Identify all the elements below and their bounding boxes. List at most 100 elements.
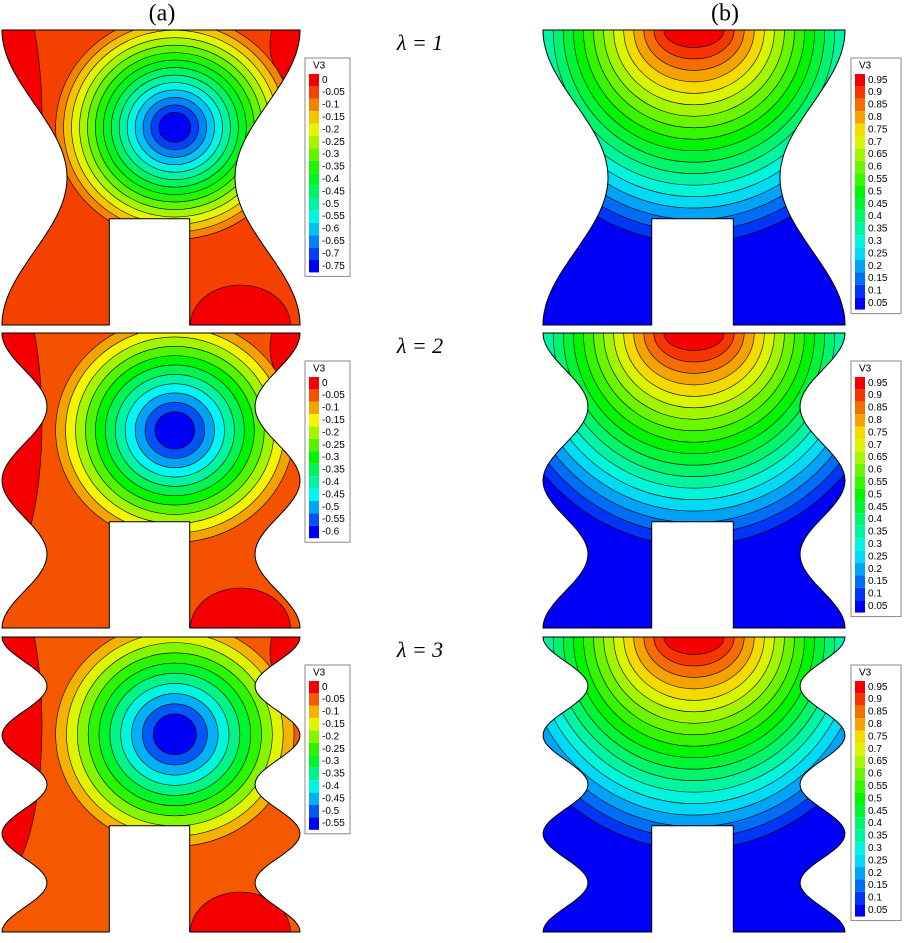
legend-label: -0.65 xyxy=(322,236,345,247)
contour-band xyxy=(663,637,725,655)
legend-swatch xyxy=(309,501,319,514)
legend-label: -0.2 xyxy=(322,731,340,742)
legend-label: -0.4 xyxy=(322,477,340,488)
legend-label: 0.6 xyxy=(868,162,882,173)
legend-swatch xyxy=(309,488,319,501)
legend-swatch xyxy=(309,439,319,452)
legend-swatch xyxy=(309,426,319,439)
legend-label: 0.65 xyxy=(868,149,888,160)
legend-label: 0.15 xyxy=(868,880,888,891)
legend-swatch xyxy=(309,693,319,706)
row-label: λ = 1 xyxy=(396,30,443,55)
legend-swatch xyxy=(309,235,319,248)
legend-swatch xyxy=(309,792,319,805)
row-label: λ = 3 xyxy=(396,637,443,662)
legend-swatch xyxy=(855,260,865,273)
legend-label: 0.85 xyxy=(868,403,888,414)
contour-band xyxy=(190,587,291,628)
legend-label: 0.4 xyxy=(868,211,882,222)
legend-swatch xyxy=(855,904,865,917)
legend-label: -0.75 xyxy=(322,261,345,272)
legend-swatch xyxy=(309,247,319,260)
legend-label: 0.75 xyxy=(868,731,888,742)
legend-label: 0.85 xyxy=(868,707,888,718)
domain-outline xyxy=(1,29,301,326)
contour-band xyxy=(158,112,192,143)
legend-swatch xyxy=(855,879,865,892)
legend-label: -0.05 xyxy=(322,87,345,98)
legend-label: -0.5 xyxy=(322,199,340,210)
legend-label: 0.7 xyxy=(868,137,882,148)
legend-label: 0.8 xyxy=(868,719,882,730)
legend-label: 0.7 xyxy=(868,744,882,755)
contour-band xyxy=(663,333,725,351)
legend-label: -0.45 xyxy=(322,186,345,197)
legend-swatch xyxy=(309,730,319,743)
column-label: (b) xyxy=(711,1,739,27)
legend-swatch xyxy=(855,198,865,211)
legend-label: 0.2 xyxy=(868,868,882,879)
legend-label: 0.55 xyxy=(868,781,888,792)
legend-swatch xyxy=(309,260,319,273)
legend-label: -0.15 xyxy=(322,719,345,730)
legend-swatch xyxy=(855,600,865,613)
legend-swatch xyxy=(855,842,865,855)
legend-swatch xyxy=(855,681,865,694)
contour-plot xyxy=(543,30,845,325)
legend-label: 0.2 xyxy=(868,261,882,272)
legend-label: -0.1 xyxy=(322,100,340,111)
legend-label: -0.3 xyxy=(322,756,340,767)
legend-label: 0.45 xyxy=(868,199,888,210)
legend-label: 0.1 xyxy=(868,589,882,600)
legend-swatch xyxy=(855,693,865,706)
legend-label: 0.3 xyxy=(868,539,882,550)
legend-swatch xyxy=(855,98,865,112)
legend-label: 0.05 xyxy=(868,298,888,309)
legend-swatch xyxy=(855,401,865,415)
legend-label: 0.65 xyxy=(868,452,888,463)
legend-swatch xyxy=(309,414,319,427)
legend-swatch xyxy=(855,501,865,514)
legend-label: 0.25 xyxy=(868,248,888,259)
domain-outline xyxy=(1,332,301,629)
legend-swatch xyxy=(855,247,865,260)
legend-swatch xyxy=(309,681,319,694)
legend-label: 0.55 xyxy=(868,174,888,185)
legend-label: 0.1 xyxy=(868,893,882,904)
legend-label: -0.25 xyxy=(322,440,345,451)
legend-label: 0.65 xyxy=(868,756,888,767)
legend-swatch xyxy=(855,451,865,464)
contour-band xyxy=(190,891,291,932)
legend-label: 0.15 xyxy=(868,576,888,587)
legend-swatch xyxy=(855,891,865,905)
legend-swatch xyxy=(855,136,865,149)
legend-label: 0.35 xyxy=(868,224,888,235)
legend-swatch xyxy=(855,817,865,830)
legend-swatch xyxy=(855,235,865,248)
domain-outline xyxy=(542,636,846,933)
legend-swatch xyxy=(309,86,319,99)
legend-label: 0.2 xyxy=(868,564,882,575)
legend-swatch xyxy=(309,160,319,174)
legend-label: -0.1 xyxy=(322,403,340,414)
contour-plot xyxy=(2,637,300,932)
legend-swatch xyxy=(855,525,865,539)
legend-swatch xyxy=(855,476,865,489)
legend-label: 0.85 xyxy=(868,100,888,111)
legend-swatch xyxy=(855,538,865,551)
legend-swatch xyxy=(855,463,865,477)
legend-title: V3 xyxy=(313,668,326,679)
legend-swatch xyxy=(309,389,319,402)
legend-label: -0.2 xyxy=(322,427,340,438)
legend-title: V3 xyxy=(859,668,872,679)
legend-swatch xyxy=(855,575,865,588)
contour-band xyxy=(653,637,735,667)
legend-label: -0.1 xyxy=(322,707,340,718)
contour-band xyxy=(190,284,291,325)
legend-label: 0.1 xyxy=(868,286,882,297)
legend-swatch xyxy=(855,414,865,427)
legend-label: -0.25 xyxy=(322,744,345,755)
contour-band xyxy=(154,411,196,450)
row-label: λ = 2 xyxy=(396,333,443,358)
